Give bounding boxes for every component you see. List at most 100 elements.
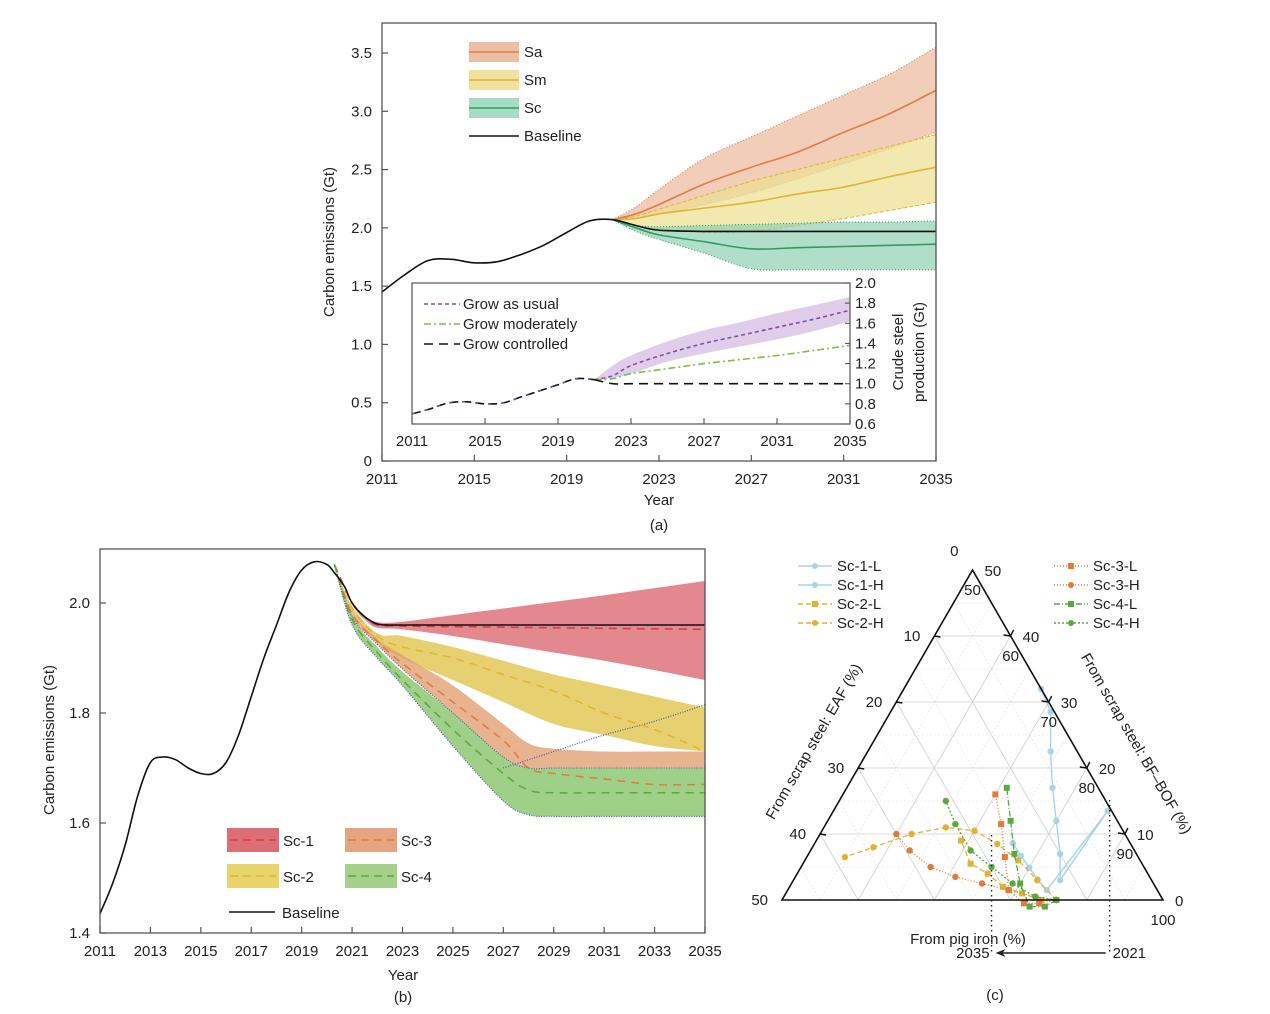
overlay-dotted-line [503, 704, 706, 769]
marker-sc-1-h [1049, 784, 1056, 791]
line-baseline [99, 560, 706, 915]
band-sc-1 [334, 564, 705, 680]
inset-background [412, 283, 850, 424]
inset-line-grow-controlled [594, 378, 850, 385]
bottom-tick-label: 90 [1117, 846, 1134, 863]
right-tick [1003, 634, 1011, 637]
panel-c-caption: (c) [986, 987, 1004, 1004]
marker-sc-4-h [967, 847, 974, 854]
y-tick-label: 1.6 [69, 815, 90, 832]
right-tick-label: 0 [1175, 893, 1183, 910]
marker-sc-1-l [1017, 852, 1025, 859]
right-tick [1041, 700, 1049, 703]
y-tick-label: 1.8 [69, 705, 90, 722]
y-tick-label: 2.0 [69, 595, 90, 612]
left-tick-label: 40 [789, 826, 806, 843]
ternary-legend: Sc-1-L Sc-1-H Sc-2-L Sc-2-H Sc-3-L Sc-3-H Sc-4… [798, 558, 1140, 632]
inset-ylabel-line2: production (Gt) [911, 302, 928, 402]
inset-history-overlay [411, 377, 595, 415]
legend-label-sa: Sa [524, 44, 543, 61]
x-tick-label: 2023 [386, 943, 419, 960]
band-lower-sc [612, 219, 936, 271]
panel-a-ticks: 0 0.5 1.0 1.5 2.0 2.5 3.0 3.5 2011 2015 2019 2023 20… [351, 45, 953, 488]
y-tick-label: 2.0 [351, 220, 372, 237]
line-sa [612, 89, 937, 221]
grid-line-eaf [819, 833, 859, 901]
panel-b-xlabel: Year [388, 967, 418, 984]
inset-line-grow-as-usual [594, 309, 851, 381]
marker-sc-1-l [1009, 840, 1017, 847]
x-tick-label: 2029 [537, 943, 570, 960]
time-arrow-head [995, 949, 1006, 957]
ternary-series [841, 685, 1111, 910]
marker-sc-1-h [1104, 807, 1111, 815]
inset-y-tick-label: 1.0 [855, 376, 876, 393]
left-tick [934, 635, 941, 638]
left-tick-label: 0 [950, 543, 958, 560]
inset-y-tick-label: 1.8 [855, 295, 876, 312]
marker-sc-4-h [1009, 880, 1016, 887]
inset-y-tick-label: 0.6 [855, 416, 876, 433]
bottom-tick-label: 70 [1040, 714, 1057, 731]
x-tick-label: 2027 [487, 943, 520, 960]
series-sc-2-h [844, 826, 1057, 901]
marker-sc-2-l [967, 860, 974, 867]
inset-ticks: 0.6 0.8 1.0 1.2 1.4 1.6 1.8 2.0 2011 2015 2019 2023… [396, 275, 876, 450]
line-sc-2 [333, 564, 706, 753]
legend-marker-sc-3-h [1068, 582, 1074, 588]
band-sc-3 [334, 564, 705, 769]
legend-label-sc-2: Sc-2 [283, 869, 314, 886]
legend-label-sc: Sc [524, 100, 542, 117]
band-sc [612, 219, 936, 271]
legend-marker-sc-1-l [812, 563, 818, 569]
marker-sc-3-h [1005, 886, 1012, 894]
inset-y-tick-label: 1.4 [855, 335, 876, 352]
x-tick-label: 2015 [458, 471, 491, 488]
marker-sc-2-l [1019, 890, 1026, 897]
legend-label-sc-3-l: Sc-3-L [1093, 558, 1137, 575]
x-tick-label: 2013 [134, 943, 167, 960]
panel-b: 1.4 1.6 1.8 2.0 2011 2013 2015 2017 2019 2021 2023… [41, 548, 722, 1006]
marker-sc-1-h [1047, 708, 1054, 716]
marker-sc-2-h [908, 830, 915, 838]
inset-x-tick-label: 2031 [760, 433, 793, 450]
marker-sc-2-h [1015, 857, 1022, 864]
left-tick-label: 20 [866, 694, 883, 711]
panel-a-xlabel: Year [644, 492, 674, 509]
legend-marker-sc-2-l [812, 601, 818, 607]
left-tick [819, 833, 827, 836]
grid-line-eaf [915, 668, 1050, 901]
x-tick-label: 2017 [235, 943, 268, 960]
band-boundary-sc-3 [333, 564, 705, 770]
marker-sc-4-l [1017, 880, 1024, 887]
bottom-tick-label: 100 [1150, 912, 1175, 929]
legend-label-sc-4: Sc-4 [401, 869, 432, 886]
x-tick-label: 2035 [919, 471, 952, 488]
x-tick-label: 2021 [335, 943, 368, 960]
inset-x-tick-label: 2015 [468, 433, 501, 450]
band-sm [612, 134, 936, 233]
grid-line-pig [1086, 833, 1126, 901]
line-baseline [381, 218, 936, 293]
x-tick-label: 2027 [735, 471, 768, 488]
marker-sc-2-h [971, 827, 978, 834]
grid-line-pig [1010, 767, 1088, 901]
marker-sc-4-l [1007, 817, 1014, 824]
marker-sc-1-h [1056, 877, 1064, 884]
marker-sc-4-h [1032, 893, 1039, 900]
y-tick-label: 3.5 [351, 45, 372, 62]
y-tick-label: 1.5 [351, 278, 372, 295]
x-tick-label: 2011 [366, 471, 398, 488]
left-tick [858, 767, 865, 770]
legend-label-sc-1-h: Sc-1-H [837, 577, 884, 594]
marker-sc-2-l [999, 883, 1006, 890]
bottom-tick [1048, 695, 1053, 703]
right-tick-label: 10 [1137, 827, 1154, 844]
marker-sc-4-h [952, 820, 959, 828]
left-tick-label: 30 [828, 760, 845, 777]
line-sc-3 [333, 564, 706, 786]
legend-marker-sc-4-h [1068, 620, 1074, 626]
marker-sc-2-h [870, 844, 877, 851]
